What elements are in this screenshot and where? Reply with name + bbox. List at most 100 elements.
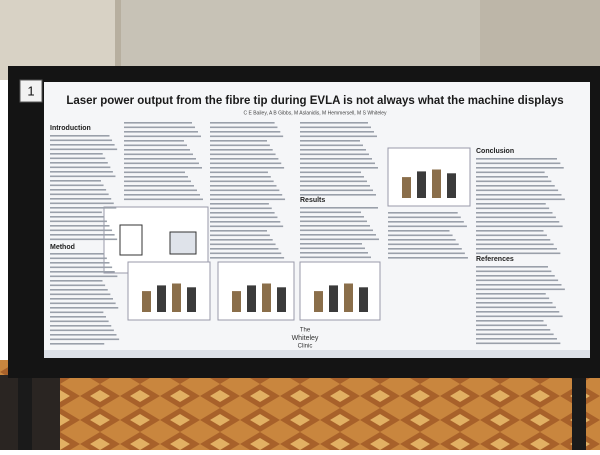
body-text-line xyxy=(50,262,110,264)
body-text-line xyxy=(50,329,114,332)
body-text-line xyxy=(210,149,273,151)
body-text-line xyxy=(50,225,110,227)
logo-text: The xyxy=(300,328,311,334)
body-text-line xyxy=(300,171,361,174)
body-text-line xyxy=(476,230,544,232)
figure-bar xyxy=(262,283,271,312)
body-text-line xyxy=(476,194,562,196)
body-text-line xyxy=(476,158,557,160)
figure-chart xyxy=(387,147,471,207)
board-number-tag xyxy=(19,79,43,103)
body-text-line xyxy=(476,171,545,174)
body-text-line xyxy=(476,324,547,327)
body-text-line xyxy=(300,234,376,236)
body-text-line xyxy=(124,194,200,196)
body-text-line xyxy=(210,248,279,250)
body-text-line xyxy=(300,153,369,156)
body-text-line xyxy=(210,185,277,187)
body-text-line xyxy=(476,329,551,331)
body-text-line xyxy=(476,248,557,250)
body-text-line xyxy=(50,234,115,236)
body-text-line xyxy=(210,198,286,201)
body-text-line xyxy=(300,220,367,223)
board-number: 1 xyxy=(27,83,34,98)
body-text-line xyxy=(124,158,196,160)
body-text-line xyxy=(476,297,550,300)
body-text-line xyxy=(50,135,110,137)
body-text-line xyxy=(50,266,113,269)
body-text-line xyxy=(50,175,116,178)
body-text-line xyxy=(210,162,282,165)
body-text-line xyxy=(50,320,109,323)
body-text-line xyxy=(476,333,554,336)
body-text-line xyxy=(300,229,373,232)
body-text-line xyxy=(388,252,465,255)
body-text-line xyxy=(50,275,118,278)
body-text-line xyxy=(210,221,281,223)
figure-bar xyxy=(247,285,256,312)
body-text-line xyxy=(300,122,368,124)
logo-text: Clinic xyxy=(298,344,313,350)
body-text-line xyxy=(50,180,101,182)
body-text-line xyxy=(388,212,458,214)
body-text-line xyxy=(476,239,551,241)
section-heading: Introduction xyxy=(50,125,91,132)
body-text-line xyxy=(300,211,361,214)
body-text-line xyxy=(300,167,378,169)
body-text-line xyxy=(476,189,559,192)
body-text-line xyxy=(50,229,113,232)
body-text-line xyxy=(210,230,267,232)
body-text-line xyxy=(50,193,109,196)
body-text-line xyxy=(50,211,102,214)
body-text-line xyxy=(210,207,272,210)
figure-bar xyxy=(172,283,181,312)
body-text-line xyxy=(300,247,365,250)
body-text-line xyxy=(210,194,283,196)
body-text-line xyxy=(476,275,555,277)
body-text-line xyxy=(300,135,377,138)
body-text-line xyxy=(124,153,193,156)
body-text-line xyxy=(300,207,378,209)
body-text-line xyxy=(124,171,185,174)
body-text-line xyxy=(300,243,362,245)
body-text-line xyxy=(210,180,274,183)
body-text-line xyxy=(476,252,561,255)
body-text-line xyxy=(300,176,364,178)
board-leg xyxy=(572,378,586,450)
body-text-line xyxy=(50,289,108,291)
body-text-line xyxy=(300,126,371,129)
body-text-line xyxy=(210,158,279,160)
body-text-line xyxy=(124,140,184,142)
body-text-line xyxy=(300,149,366,151)
body-text-line xyxy=(476,203,546,205)
body-text-line xyxy=(50,338,120,341)
body-text-line xyxy=(476,167,564,169)
section-heading: Results xyxy=(300,197,325,204)
body-text-line xyxy=(50,198,112,200)
body-text-line xyxy=(50,293,111,296)
body-text-line xyxy=(388,239,456,241)
figure-bar xyxy=(142,291,151,312)
body-text-line xyxy=(300,185,370,187)
body-text-line xyxy=(300,140,360,142)
figure-bar xyxy=(432,169,441,198)
poster-footer xyxy=(44,350,590,358)
body-text-line xyxy=(476,293,546,295)
figure-bar xyxy=(329,285,338,312)
body-text-line xyxy=(210,126,278,129)
logo-text: Whiteley xyxy=(292,335,319,342)
wall-trim xyxy=(115,0,121,80)
body-text-line xyxy=(50,184,104,187)
body-text-line xyxy=(300,194,376,196)
board-leg xyxy=(18,378,32,450)
body-text-line xyxy=(210,131,281,133)
section-heading: Conclusion xyxy=(476,148,514,155)
body-text-line xyxy=(476,207,550,210)
body-text-line xyxy=(476,284,562,286)
body-text-line xyxy=(124,149,190,151)
body-text-line xyxy=(210,153,276,156)
body-text-line xyxy=(476,234,547,237)
body-text-line xyxy=(210,176,271,178)
body-text-line xyxy=(50,148,118,151)
